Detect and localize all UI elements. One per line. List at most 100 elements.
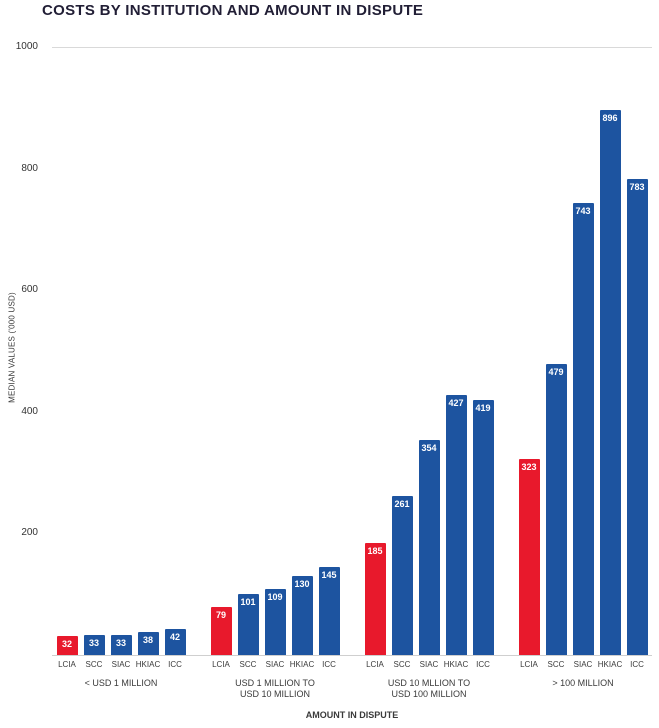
- bar-cell: 261: [389, 496, 416, 655]
- bar: 33: [83, 634, 105, 655]
- bar-value-label: 33: [88, 637, 99, 648]
- bar-value-label: 185: [367, 545, 383, 556]
- bar: 38: [137, 631, 159, 655]
- bar-value-label: 323: [521, 461, 537, 472]
- bar: 32: [56, 635, 78, 655]
- bar-value-label: 109: [267, 591, 283, 602]
- institution-label: HKIAC: [135, 660, 161, 669]
- bar: 261: [391, 496, 413, 655]
- institution-label: LCIA: [212, 660, 230, 669]
- bar-cell: 101: [235, 593, 262, 655]
- bar: 783: [626, 178, 648, 655]
- institution-label: SIAC: [111, 660, 131, 669]
- bar: 479: [545, 363, 567, 655]
- bar-cell: 323: [516, 458, 543, 655]
- bar-row: 32 33 33 38 42: [52, 47, 190, 655]
- bar: 354: [418, 439, 440, 655]
- institution-label: LCIA: [366, 660, 384, 669]
- group-label: USD 10 MLLION TO USD 100 MILLION: [387, 678, 471, 699]
- institution-label-row: LCIA SCC SIAC HKIAC ICC: [514, 660, 652, 669]
- bar: 130: [291, 575, 313, 655]
- institution-label: SIAC: [419, 660, 439, 669]
- bar: 896: [599, 110, 621, 655]
- chart-body: 32 33 33 38 42 LCIA SCC SIAC HKIAC ICC < USD 1 MIL…: [52, 47, 652, 700]
- bar-cell: 783: [624, 178, 651, 655]
- bar: 33: [110, 634, 132, 655]
- institution-label-row: LCIA SCC SIAC HKIAC ICC: [52, 660, 190, 669]
- bar-cell: 145: [316, 566, 343, 655]
- plot-area: 32 33 33 38 42 LCIA SCC SIAC HKIAC ICC < USD 1 MIL…: [52, 47, 652, 700]
- institution-label: HKIAC: [289, 660, 315, 669]
- institution-label: ICC: [630, 660, 644, 669]
- chart-title: COSTS BY INSTITUTION AND AMOUNT IN DISPU…: [42, 2, 424, 19]
- bar-cell: 32: [54, 635, 81, 655]
- bar: 109: [264, 588, 286, 655]
- bar-group: 185 261 354 427 419 LCIA SCC SIAC HKIAC ICC USD 10…: [360, 47, 498, 700]
- bar-cell: 427: [443, 395, 470, 655]
- bar: 145: [318, 566, 340, 655]
- gridline-1000: [52, 47, 652, 48]
- institution-label: ICC: [168, 660, 182, 669]
- y-tick-label: 200: [21, 527, 38, 539]
- bar-value-label: 743: [575, 206, 591, 217]
- bar-value-label: 42: [169, 632, 180, 643]
- institution-label: ICC: [322, 660, 336, 669]
- bar-row: 79 101 109 130 145: [206, 47, 344, 655]
- bar: 185: [364, 542, 386, 655]
- bar-cell: 354: [416, 439, 443, 655]
- y-tick-label: 600: [21, 284, 38, 296]
- institution-label-row: LCIA SCC SIAC HKIAC ICC: [206, 660, 344, 669]
- bar: 427: [445, 395, 467, 655]
- bar-cell: 419: [470, 400, 497, 655]
- bar-cell: 79: [208, 606, 235, 655]
- bar-cell: 743: [570, 203, 597, 655]
- x-axis-baseline: [52, 655, 652, 656]
- institution-label: SIAC: [573, 660, 593, 669]
- institution-label: LCIA: [58, 660, 76, 669]
- bar-group: 32 33 33 38 42 LCIA SCC SIAC HKIAC ICC < USD 1 MIL…: [52, 47, 190, 700]
- bar-value-label: 896: [602, 113, 618, 124]
- bar-value-label: 783: [629, 181, 645, 192]
- bar-value-label: 33: [115, 637, 126, 648]
- bar-value-label: 79: [215, 609, 226, 620]
- institution-label: SCC: [85, 660, 103, 669]
- institution-label: SCC: [393, 660, 411, 669]
- bar-cell: 896: [597, 110, 624, 655]
- bar-value-label: 101: [240, 596, 256, 607]
- institution-label: LCIA: [520, 660, 538, 669]
- bar: 419: [472, 400, 494, 655]
- group-label: > 100 MILLION: [552, 678, 614, 688]
- bar-value-label: 145: [321, 569, 337, 580]
- institution-label: SIAC: [265, 660, 285, 669]
- y-tick-label: 400: [21, 405, 38, 417]
- bar: 743: [572, 203, 594, 655]
- y-tick-label: 1000: [15, 41, 38, 52]
- bar-row: 323 479 743 896 783: [514, 47, 652, 655]
- bar-cell: 479: [543, 363, 570, 655]
- institution-label: HKIAC: [443, 660, 469, 669]
- bar-value-label: 419: [475, 403, 491, 414]
- institution-label: SCC: [239, 660, 257, 669]
- bar-row: 185 261 354 427 419: [360, 47, 498, 655]
- bar-cell: 38: [135, 631, 162, 655]
- bar-group: 323 479 743 896 783 LCIA SCC SIAC HKIAC ICC > 100 …: [514, 47, 652, 700]
- group-label: < USD 1 MILLION: [84, 678, 158, 688]
- bar-value-label: 479: [548, 366, 564, 377]
- bar: 101: [237, 593, 259, 655]
- bar-value-label: 261: [394, 499, 410, 510]
- bar-cell: 130: [289, 575, 316, 655]
- y-tick-label: 800: [21, 162, 38, 174]
- group-label: USD 1 MILLION TO USD 10 MILLION: [235, 678, 315, 699]
- institution-label: HKIAC: [597, 660, 623, 669]
- bar-group: 79 101 109 130 145 LCIA SCC SIAC HKIAC ICC USD 1 M…: [206, 47, 344, 700]
- bar-cell: 33: [81, 634, 108, 655]
- bar-cell: 185: [362, 542, 389, 655]
- bar: 323: [518, 458, 540, 655]
- institution-label: ICC: [476, 660, 490, 669]
- bar-cell: 33: [108, 634, 135, 655]
- bar-value-label: 427: [448, 398, 464, 409]
- institution-label-row: LCIA SCC SIAC HKIAC ICC: [360, 660, 498, 669]
- bar-value-label: 354: [421, 442, 437, 453]
- bar-cell: 42: [162, 629, 189, 655]
- bar-value-label: 32: [61, 638, 72, 649]
